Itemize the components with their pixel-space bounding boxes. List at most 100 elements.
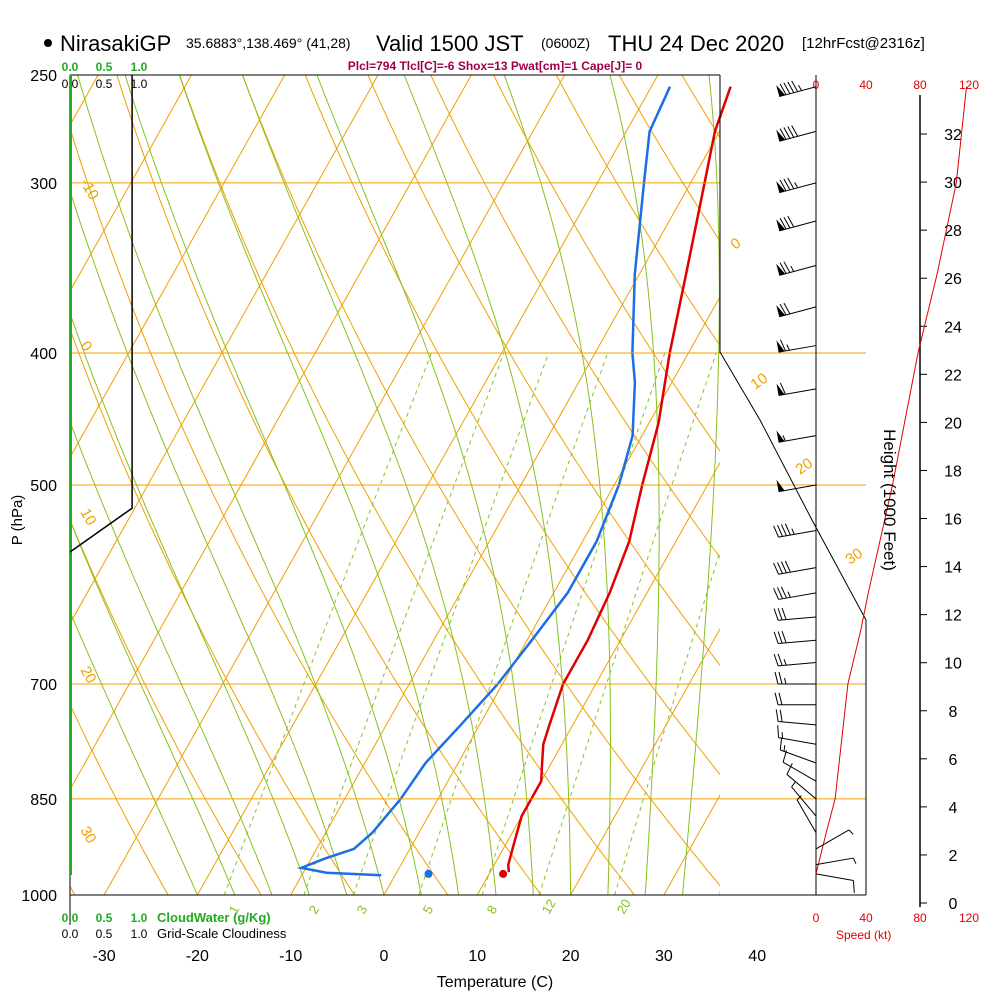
isotherm-label: 0: [728, 235, 745, 254]
cloudwater-tick-top: 0.0: [62, 60, 79, 74]
cloudiness-tick-bottom: 0.0: [62, 927, 79, 941]
wind-barb-staff: [815, 873, 854, 882]
wind-barb-full: [773, 653, 779, 666]
wind-barb-flag: [776, 84, 786, 97]
wind-barb-full: [783, 127, 791, 139]
wind-barb-staff: [778, 435, 817, 443]
wind-barb-icon: [776, 215, 817, 232]
isotherm-label: 10: [77, 506, 100, 529]
surface-temperature-dot: [499, 869, 508, 878]
indices-line: Plcl=794 Tlcl[C]=-6 Shox=13 Pwat[cm]=1 C…: [348, 59, 643, 73]
wind-barb-full: [787, 215, 795, 228]
moist-adiabat-line: [70, 420, 273, 895]
pressure-tick-label: 700: [30, 677, 57, 694]
cloudwater-tick-bottom: 1.0: [131, 911, 148, 925]
mixing-ratio-label: 5: [420, 903, 437, 917]
moist-adiabat-line: [124, 75, 422, 895]
moist-adiabat-line: [70, 311, 310, 895]
temperature-tick-label: 10: [468, 948, 486, 965]
mixing-ratio-line: [418, 352, 609, 895]
wind-barb-full: [774, 671, 779, 685]
wind-barb-flag: [776, 340, 785, 353]
wind-barb-full: [773, 525, 780, 538]
dewpoint-profile-line: [296, 86, 672, 877]
speed-tick-top: 0: [813, 78, 820, 92]
cloudiness-label: Grid-Scale Cloudiness: [157, 926, 287, 941]
wind-barb-icon: [786, 763, 817, 800]
height-tick-label: 6: [949, 752, 958, 769]
wind-barb-staff: [778, 592, 817, 600]
wind-barb-staff: [815, 857, 854, 866]
wind-barb-icon: [815, 857, 857, 866]
wind-barb-full: [773, 587, 780, 600]
wind-barb-icon: [777, 725, 817, 745]
wind-barb-staff: [779, 86, 817, 98]
wind-barb-icon: [796, 795, 817, 833]
wind-barb-full: [780, 561, 787, 574]
height-tick-label: 16: [944, 512, 962, 529]
moist-adiabat-line: [503, 75, 611, 895]
wind-barb-full: [782, 750, 787, 763]
wind-barb-half: [783, 659, 787, 666]
isotherm-line: [944, 75, 1000, 895]
cloudiness-profile-line: [69, 75, 133, 553]
wind-barb-full: [779, 709, 783, 722]
valid-utc: (0600Z): [541, 35, 590, 51]
wind-barb-full: [777, 562, 783, 574]
moist-adiabat-line: [70, 189, 348, 895]
speed-tick-bottom: 80: [913, 911, 927, 925]
pressure-tick-label: 850: [30, 792, 57, 809]
isotherm-line: [851, 75, 1000, 895]
temperature-tick-label: -10: [279, 948, 302, 965]
wind-barb-staff: [778, 388, 817, 396]
isotherm-label: 30: [843, 545, 866, 568]
mixing-ratio-line: [614, 550, 720, 895]
height-tick-label: 12: [944, 608, 962, 625]
wind-barb-icon: [776, 382, 817, 396]
wind-barb-half: [783, 745, 786, 752]
pressure-tick-label: 1000: [21, 888, 57, 905]
temperature-tick-label: -30: [93, 948, 116, 965]
speed-tick-top: 80: [913, 78, 927, 92]
thermo-grid: [70, 75, 1000, 895]
height-tick-label: 32: [944, 127, 962, 144]
height-tick-label: 0: [949, 896, 958, 913]
wind-barb-full: [787, 126, 795, 138]
wind-barb-half: [848, 829, 854, 835]
wind-barb-flag: [776, 305, 786, 317]
wind-barb-half: [798, 84, 802, 91]
wind-barb-staff: [779, 265, 817, 276]
dry-adiabat-line: [933, 75, 1000, 895]
wind-barb-half: [852, 857, 857, 864]
isotherm-line: [70, 75, 192, 293]
wind-barb-icon: [776, 339, 817, 353]
isotherm-label: 30: [77, 824, 100, 847]
wind-barb-icon: [776, 261, 817, 276]
height-axis-title: Height (1000 Feet): [880, 429, 899, 571]
wind-barb-staff: [791, 786, 817, 817]
wind-barb-full: [783, 302, 791, 315]
dry-adiabat-line: [241, 75, 720, 887]
dry-adiabat-line: [555, 75, 720, 347]
wind-barb-full: [777, 725, 780, 738]
mixing-ratio-label: 2: [306, 903, 323, 917]
wind-barb-flag: [776, 181, 786, 193]
dry-adiabat-line: [367, 75, 720, 667]
wind-barb-full: [779, 262, 787, 274]
mixing-ratio-label: 8: [484, 903, 501, 917]
station-marker-icon: [44, 39, 52, 47]
wind-barb-full: [778, 692, 783, 705]
wind-barb-full: [779, 179, 787, 192]
wind-barb-full: [780, 524, 787, 536]
wind-barb-staff: [778, 530, 817, 538]
wind-barb-full: [773, 562, 780, 575]
wind-barb-staff: [778, 484, 817, 493]
moist-adiabat-line: [242, 75, 497, 895]
temperature-tick-label: -20: [186, 948, 209, 965]
wind-barb-icon: [773, 653, 817, 667]
wind-barb-staff: [815, 829, 850, 850]
wind-barb-half: [796, 795, 802, 801]
wind-barb-icon: [774, 692, 816, 706]
wind-barb-staff: [778, 567, 817, 575]
mixing-ratio-label: 20: [614, 896, 634, 916]
